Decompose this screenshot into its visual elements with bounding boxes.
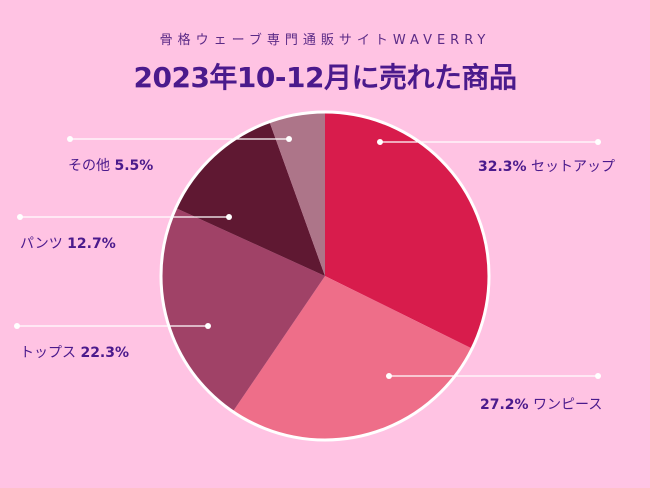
slice-label-other: その他 5.5% bbox=[68, 155, 153, 175]
leader-dot-setup-inner bbox=[377, 139, 383, 145]
slice-label-onepiece: 27.2% ワンピース bbox=[480, 394, 602, 414]
leader-dot-pants-inner bbox=[226, 214, 232, 220]
chart-subtitle: 骨格ウェーブ専門通販サイトWAVERRY bbox=[159, 33, 491, 48]
slice-value-other: 5.5% bbox=[114, 158, 154, 174]
slice-name-pants: パンツ bbox=[20, 236, 63, 252]
leader-dot-other-inner bbox=[286, 136, 292, 142]
slice-value-pants: 12.7% bbox=[67, 236, 116, 252]
slice-name-setup: セットアップ bbox=[531, 159, 616, 175]
slice-label-tops: トップス 22.3% bbox=[20, 342, 129, 362]
slice-label-pants: パンツ 12.7% bbox=[20, 233, 116, 253]
slice-value-tops: 22.3% bbox=[80, 345, 130, 361]
pie-slice-setup bbox=[325, 112, 489, 349]
leader-dot-tops-inner bbox=[205, 323, 211, 329]
leader-dot-pants-outer bbox=[17, 214, 23, 220]
pie-slice-onepiece bbox=[232, 276, 473, 440]
leader-dot-onepiece-outer bbox=[595, 373, 601, 379]
slice-name-tops: トップス bbox=[20, 345, 76, 361]
slice-name-onepiece: ワンピース bbox=[533, 397, 603, 413]
slice-name-other: その他 bbox=[68, 158, 110, 174]
pie-slice-other bbox=[269, 112, 325, 276]
leader-dot-tops-outer bbox=[14, 323, 20, 329]
pie-slice-pants bbox=[175, 121, 325, 276]
chart-title: 2023年10-12月に売れた商品 bbox=[133, 61, 517, 94]
leader-dot-onepiece-inner bbox=[386, 373, 392, 379]
pie-slice-tops bbox=[160, 208, 325, 412]
slice-value-setup: 32.3% bbox=[478, 159, 527, 175]
slice-label-setup: 32.3% セットアップ bbox=[478, 156, 615, 176]
leader-dot-setup-outer bbox=[595, 139, 601, 145]
leader-dot-other-outer bbox=[67, 136, 73, 142]
slice-value-onepiece: 27.2% bbox=[480, 397, 529, 413]
